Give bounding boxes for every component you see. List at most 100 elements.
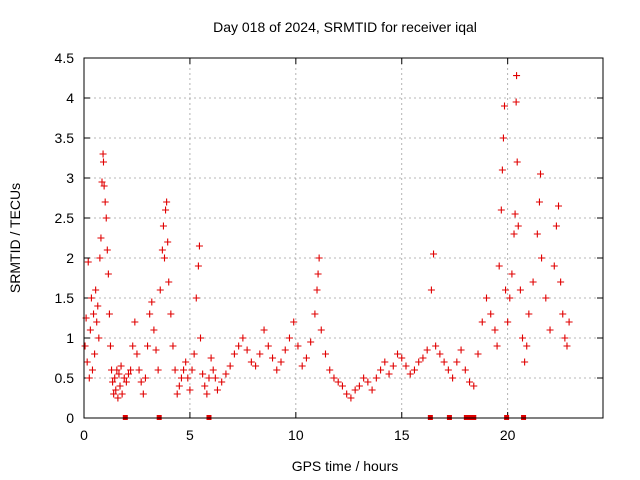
y-axis-label: SRMTID / TECUs xyxy=(7,183,23,293)
data-point xyxy=(511,210,519,218)
data-point xyxy=(430,250,438,258)
data-point xyxy=(90,310,98,318)
data-point xyxy=(453,358,461,366)
data-point xyxy=(294,342,302,350)
y-tick-label: 0.5 xyxy=(55,370,75,386)
data-point xyxy=(84,258,92,266)
data-point xyxy=(256,350,264,358)
data-point xyxy=(317,326,325,334)
data-point xyxy=(406,370,414,378)
data-point xyxy=(163,198,171,206)
data-point xyxy=(410,366,418,374)
data-point xyxy=(120,374,128,382)
data-point xyxy=(372,374,380,382)
x-tick-label: 10 xyxy=(288,427,304,443)
y-tick-label: 0 xyxy=(66,410,74,426)
data-point xyxy=(100,182,108,190)
data-point xyxy=(552,222,560,230)
data-point xyxy=(516,286,524,294)
data-point xyxy=(466,378,474,386)
data-point xyxy=(546,326,554,334)
data-point xyxy=(93,318,101,326)
data-point xyxy=(314,270,322,278)
data-point xyxy=(264,342,272,350)
data-point xyxy=(118,390,126,398)
data-point xyxy=(201,382,209,390)
data-point xyxy=(222,370,230,378)
data-point xyxy=(311,310,319,318)
y-tick-label: 2 xyxy=(66,250,74,266)
data-point xyxy=(129,342,137,350)
data-point xyxy=(389,362,397,370)
axis-ticks: 0 0.5 1 1.5 2 2.5 3 3.5 4 4.5 0 5 10 15 20 xyxy=(55,50,603,443)
data-point xyxy=(497,206,505,214)
data-point xyxy=(111,374,119,382)
data-point xyxy=(504,318,512,326)
data-point xyxy=(139,390,147,398)
data-point xyxy=(114,394,122,402)
data-point xyxy=(186,386,194,394)
data-point xyxy=(474,350,482,358)
data-point xyxy=(211,374,219,382)
data-point xyxy=(197,334,205,342)
data-point xyxy=(131,318,139,326)
data-point xyxy=(510,230,518,238)
data-point xyxy=(109,378,117,386)
data-point xyxy=(487,310,495,318)
data-point xyxy=(281,346,289,354)
data-point xyxy=(133,350,141,358)
x-tick-label: 15 xyxy=(394,427,410,443)
data-point xyxy=(95,334,103,342)
data-point xyxy=(449,374,457,382)
data-point xyxy=(499,134,507,142)
data-point xyxy=(146,310,154,318)
data-point xyxy=(542,294,550,302)
data-point xyxy=(529,278,537,286)
data-point xyxy=(96,254,104,262)
data-point xyxy=(150,326,158,334)
data-point xyxy=(482,294,490,302)
data-point xyxy=(230,350,238,358)
data-point xyxy=(394,350,402,358)
data-point xyxy=(86,326,94,334)
data-point xyxy=(171,366,179,374)
data-point xyxy=(247,358,255,366)
data-point xyxy=(239,334,247,342)
data-point xyxy=(162,206,170,214)
data-point xyxy=(135,366,143,374)
data-point xyxy=(559,310,567,318)
data-point xyxy=(213,386,221,394)
data-point xyxy=(87,294,95,302)
data-point xyxy=(398,354,406,362)
data-point xyxy=(158,246,166,254)
data-point xyxy=(99,158,107,166)
data-point xyxy=(127,366,135,374)
data-point xyxy=(565,318,573,326)
data-point xyxy=(519,334,527,342)
data-point xyxy=(508,270,516,278)
data-point xyxy=(148,298,156,306)
data-point xyxy=(298,362,306,370)
data-point xyxy=(154,366,162,374)
data-point xyxy=(495,262,503,270)
data-point xyxy=(152,346,160,354)
data-point xyxy=(209,366,217,374)
data-point xyxy=(561,334,569,342)
x-tick-label: 5 xyxy=(186,427,194,443)
y-tick-label: 3.5 xyxy=(55,130,75,146)
data-point xyxy=(360,374,368,382)
data-point xyxy=(184,374,192,382)
data-point xyxy=(113,366,121,374)
data-point xyxy=(523,342,531,350)
data-point xyxy=(105,310,113,318)
data-point xyxy=(427,286,435,294)
data-point xyxy=(557,278,565,286)
data-point xyxy=(502,286,510,294)
data-point xyxy=(173,390,181,398)
data-point xyxy=(269,354,277,362)
data-point xyxy=(85,374,93,382)
data-point xyxy=(273,366,281,374)
data-point xyxy=(368,386,376,394)
